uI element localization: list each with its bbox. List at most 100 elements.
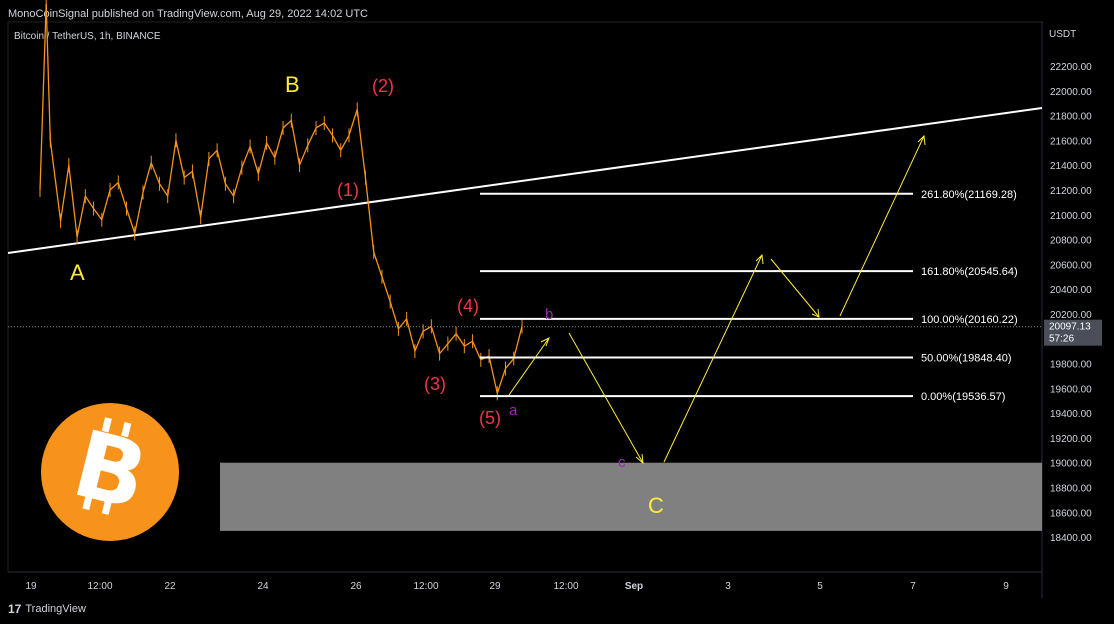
y-tick-label: 22000.00: [1050, 87, 1092, 98]
projection-arrowhead-4: [811, 308, 820, 318]
price-segment: [406, 318, 416, 352]
price-segment: [76, 196, 86, 238]
projection-path: [508, 134, 926, 465]
last-price-value: 20097.13: [1049, 322, 1091, 333]
price-candles: [39, 0, 523, 401]
wave-label-A: A: [70, 260, 85, 285]
projection-arrowhead-1: [540, 336, 550, 347]
price-segment: [125, 208, 136, 234]
tradingview-brand[interactable]: TradingView: [25, 603, 86, 615]
price-segment: [232, 167, 243, 197]
x-axis-ticks: 19 12:00 22 24 26 12:00 29 12:00 Sep 3 5 7 9: [25, 581, 1009, 592]
price-segment: [208, 149, 218, 160]
price-segment: [356, 109, 367, 178]
price-segment: [249, 146, 259, 175]
last-price-countdown: 57:26: [1049, 334, 1074, 345]
price-segment: [331, 135, 342, 151]
price-segment: [463, 340, 473, 347]
x-tick-label: Sep: [625, 581, 643, 592]
projection-arrowhead-5: [917, 134, 926, 146]
projection-arrowhead-2: [635, 453, 644, 465]
y-tick-label: 19000.00: [1050, 459, 1092, 470]
price-segment: [364, 177, 375, 253]
x-tick-label: 3: [725, 581, 731, 592]
y-tick-label: 18600.00: [1050, 508, 1092, 519]
price-segment: [447, 333, 457, 345]
fib-label: 161.80%(20545.64): [921, 266, 1018, 278]
price-segment: [414, 331, 424, 352]
price-segment: [290, 120, 301, 166]
price-segment: [191, 171, 202, 218]
x-tick-label: 29: [489, 581, 501, 592]
y-tick-label: 21200.00: [1050, 186, 1092, 197]
price-segment: [307, 127, 317, 146]
wave-label-2: (2): [372, 76, 394, 96]
y-tick-label: 19600.00: [1050, 384, 1092, 395]
price-segment: [373, 251, 383, 277]
y-tick-label: 21400.00: [1050, 161, 1092, 172]
price-segment: [274, 127, 284, 158]
price-segment: [175, 140, 185, 178]
footer: 17 TradingView: [8, 602, 86, 616]
price-segment: [158, 183, 169, 197]
price-segment: [381, 276, 391, 302]
price-segment: [101, 189, 111, 220]
y-tick-label: 21600.00: [1050, 136, 1092, 147]
wave-label-3: (3): [424, 374, 446, 394]
wave-label-a: a: [509, 402, 518, 419]
projection-arrowhead-3: [755, 253, 764, 265]
wave-label-C: C: [648, 493, 664, 518]
price-segment: [68, 165, 78, 238]
projection-leg-4: [770, 258, 820, 318]
last-price-badge: [1044, 319, 1102, 346]
price-segment: [298, 145, 309, 166]
price-segment: [93, 208, 103, 221]
y-tick-label: 20800.00: [1050, 236, 1092, 247]
y-tick-label: 20600.00: [1050, 260, 1092, 271]
x-tick-label: 12:00: [87, 581, 112, 592]
projection-leg-1: [508, 337, 550, 396]
price-segment: [39, 3, 47, 190]
bitcoin-logo: B: [41, 403, 179, 541]
price-segment: [389, 301, 400, 329]
price-segment: [45, 3, 51, 141]
projection-leg-3: [663, 254, 763, 463]
price-segment: [323, 122, 334, 136]
fib-label: 261.80%(21169.28): [921, 189, 1017, 201]
price-segment: [513, 326, 523, 359]
price-segment: [150, 162, 161, 185]
price-segment: [257, 142, 268, 175]
price-segment: [315, 122, 325, 129]
y-tick-label: 20200.00: [1050, 310, 1092, 321]
price-segment: [216, 150, 227, 184]
y-tick-label: 19800.00: [1050, 360, 1092, 371]
y-tick-label: 22200.00: [1050, 62, 1092, 73]
price-segment: [397, 318, 408, 330]
wave-label-4: (4): [457, 296, 479, 316]
trendline[interactable]: [7, 107, 1043, 254]
y-tick-label: 20400.00: [1050, 285, 1092, 296]
x-tick-label: 24: [257, 581, 269, 592]
y-tick-label: 21000.00: [1050, 211, 1092, 222]
fib-levels[interactable]: 261.80%(21169.28) 161.80%(20545.64) 100.00…: [480, 189, 1018, 403]
price-segment: [167, 140, 177, 197]
price-segment: [348, 109, 358, 136]
price-segment: [84, 195, 95, 209]
projection-leg-5: [839, 135, 925, 317]
price-segment: [109, 182, 119, 191]
x-tick-label: 9: [1003, 581, 1009, 592]
price-segment: [142, 162, 152, 193]
x-tick-label: 19: [25, 581, 37, 592]
projection-leg-2: [568, 332, 644, 464]
wave-label-B: B: [285, 72, 300, 97]
price-segment: [49, 140, 62, 222]
price-segment: [439, 343, 449, 355]
y-tick-label: 19400.00: [1050, 409, 1092, 420]
price-segment: [496, 368, 507, 394]
price-segment: [505, 358, 515, 369]
y-tick-label: 18800.00: [1050, 483, 1092, 494]
target-zone: [220, 462, 1042, 531]
price-segment: [488, 355, 498, 394]
y-axis-label: USDT: [1049, 29, 1076, 40]
